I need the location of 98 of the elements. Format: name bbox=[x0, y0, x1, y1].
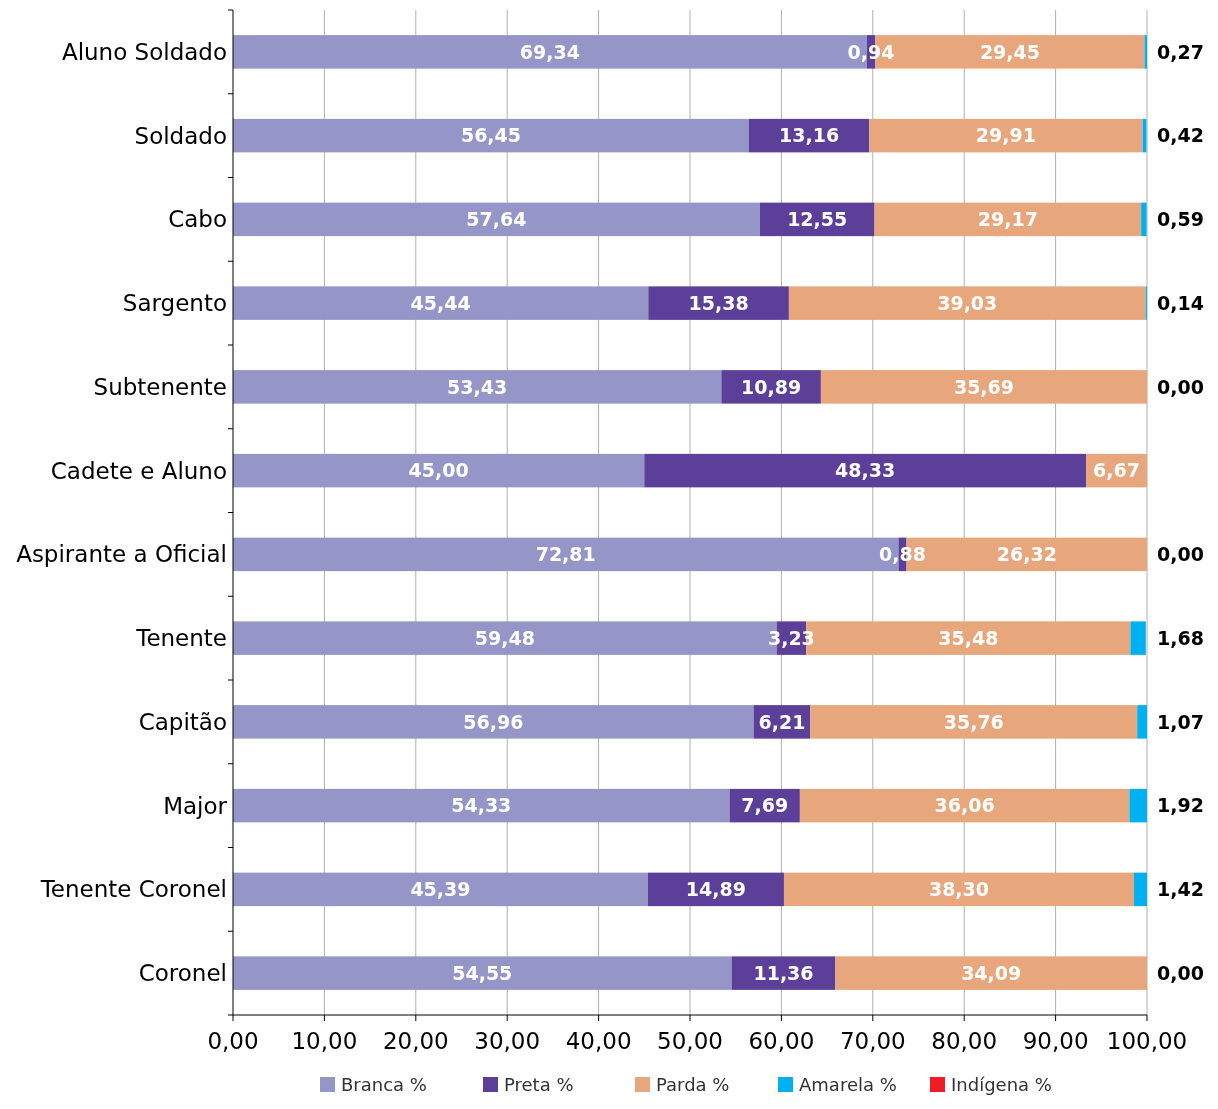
x-tick-label: 50,00 bbox=[657, 1028, 723, 1054]
data-label: 29,17 bbox=[977, 208, 1038, 231]
data-label: 53,43 bbox=[447, 375, 508, 398]
x-tick-label: 100,00 bbox=[1106, 1028, 1188, 1054]
bar bbox=[233, 370, 722, 404]
data-label: 0,27 bbox=[1157, 40, 1204, 63]
data-label: 0,42 bbox=[1157, 124, 1204, 147]
data-label: 45,44 bbox=[410, 291, 471, 314]
data-label: 56,45 bbox=[460, 124, 522, 147]
x-tick-label: 70,00 bbox=[839, 1028, 906, 1054]
bar bbox=[874, 202, 1142, 237]
bar bbox=[233, 453, 645, 488]
data-label: 6,67 bbox=[1093, 459, 1140, 482]
data-label: 54,55 bbox=[452, 961, 513, 984]
bar bbox=[1130, 621, 1146, 655]
data-label: 69,34 bbox=[519, 40, 580, 63]
data-label: 15,38 bbox=[688, 291, 749, 314]
data-label: 1,92 bbox=[1157, 794, 1204, 817]
bar bbox=[233, 872, 648, 907]
y-tick-label: Cabo bbox=[168, 206, 227, 233]
bar bbox=[869, 118, 1143, 153]
legend-label: Branca % bbox=[341, 1074, 427, 1095]
data-label: 13,16 bbox=[779, 124, 840, 147]
data-label: 0,00 bbox=[1157, 375, 1204, 398]
data-label: 0,94 bbox=[847, 40, 895, 63]
bar bbox=[783, 872, 1135, 907]
bar bbox=[648, 286, 789, 320]
data-label: 0,00 bbox=[1157, 961, 1204, 984]
y-tick-label: Aluno Soldado bbox=[61, 38, 227, 65]
data-label: 1,68 bbox=[1157, 626, 1204, 649]
legend-label: Preta % bbox=[504, 1074, 574, 1095]
data-label: 45,00 bbox=[408, 459, 469, 482]
x-tick-label: 30,00 bbox=[474, 1028, 541, 1054]
bar bbox=[233, 788, 730, 823]
y-tick-label: Subtenente bbox=[93, 373, 227, 400]
legend-label: Indígena % bbox=[951, 1074, 1052, 1095]
y-tick-label: Coronel bbox=[138, 960, 227, 987]
x-tick-label: 0,00 bbox=[207, 1028, 259, 1054]
x-tick-label: 90,00 bbox=[1022, 1028, 1089, 1054]
data-label: 6,21 bbox=[758, 710, 806, 733]
y-tick-label: Tenente Coronel bbox=[39, 876, 227, 903]
bar bbox=[233, 202, 760, 237]
data-label: 45,39 bbox=[410, 878, 471, 901]
bar bbox=[799, 788, 1130, 823]
data-label: 14,89 bbox=[685, 878, 746, 901]
data-label: 39,03 bbox=[937, 291, 998, 314]
data-label: 10,89 bbox=[741, 375, 802, 398]
data-label: 12,55 bbox=[787, 208, 848, 231]
bar bbox=[1134, 872, 1147, 907]
data-label: 59,48 bbox=[474, 626, 535, 649]
data-label: 56,96 bbox=[463, 710, 524, 733]
x-tick-label: 40,00 bbox=[565, 1028, 632, 1054]
data-label: 36,06 bbox=[934, 794, 995, 817]
bar bbox=[820, 370, 1148, 404]
bar bbox=[1129, 788, 1147, 823]
x-tick-label: 60,00 bbox=[748, 1028, 815, 1054]
bar bbox=[1137, 705, 1147, 739]
y-tick-label: Major bbox=[163, 792, 228, 819]
y-tick-label: Aspirante a Oficial bbox=[16, 541, 227, 568]
y-tick-label: Soldado bbox=[134, 122, 227, 149]
data-label: 48,33 bbox=[835, 459, 896, 482]
data-label: 54,33 bbox=[451, 794, 512, 817]
bar bbox=[810, 705, 1138, 739]
bar bbox=[233, 705, 754, 739]
data-label: 38,30 bbox=[928, 878, 990, 901]
data-label: 11,36 bbox=[753, 961, 814, 984]
y-tick-label: Capitão bbox=[138, 708, 227, 735]
data-label: 26,32 bbox=[996, 543, 1057, 566]
data-label: 29,91 bbox=[975, 124, 1036, 147]
y-tick-label: Sargento bbox=[122, 290, 227, 317]
data-label: 57,64 bbox=[466, 208, 527, 231]
bar bbox=[233, 956, 732, 990]
x-tick-label: 80,00 bbox=[931, 1028, 998, 1054]
data-label: 0,00 bbox=[1157, 543, 1204, 566]
data-label: 0,14 bbox=[1157, 291, 1204, 314]
data-label: 34,09 bbox=[961, 961, 1022, 984]
x-tick-label: 10,00 bbox=[291, 1028, 358, 1054]
y-tick-label: Tenente bbox=[135, 625, 227, 652]
data-label: 29,45 bbox=[979, 40, 1040, 63]
bar bbox=[233, 118, 749, 153]
y-tick-label: Cadete e Aluno bbox=[50, 457, 227, 484]
data-label: 35,48 bbox=[938, 626, 999, 649]
data-label: 7,69 bbox=[741, 794, 789, 817]
data-label: 1,07 bbox=[1157, 710, 1204, 733]
bar bbox=[644, 453, 1087, 488]
bar bbox=[1141, 202, 1147, 237]
data-label: 35,69 bbox=[953, 375, 1015, 398]
bar bbox=[233, 286, 649, 320]
data-label: 0,88 bbox=[879, 543, 926, 566]
bar bbox=[835, 956, 1147, 990]
data-label: 0,59 bbox=[1157, 208, 1204, 231]
legend-label: Amarela % bbox=[799, 1074, 897, 1095]
legend-label: Parda % bbox=[656, 1074, 730, 1095]
data-label: 72,81 bbox=[535, 543, 596, 566]
x-tick-label: 20,00 bbox=[382, 1028, 449, 1054]
data-label: 35,76 bbox=[943, 710, 1004, 733]
data-label: 1,42 bbox=[1157, 878, 1204, 901]
bar bbox=[788, 286, 1146, 320]
